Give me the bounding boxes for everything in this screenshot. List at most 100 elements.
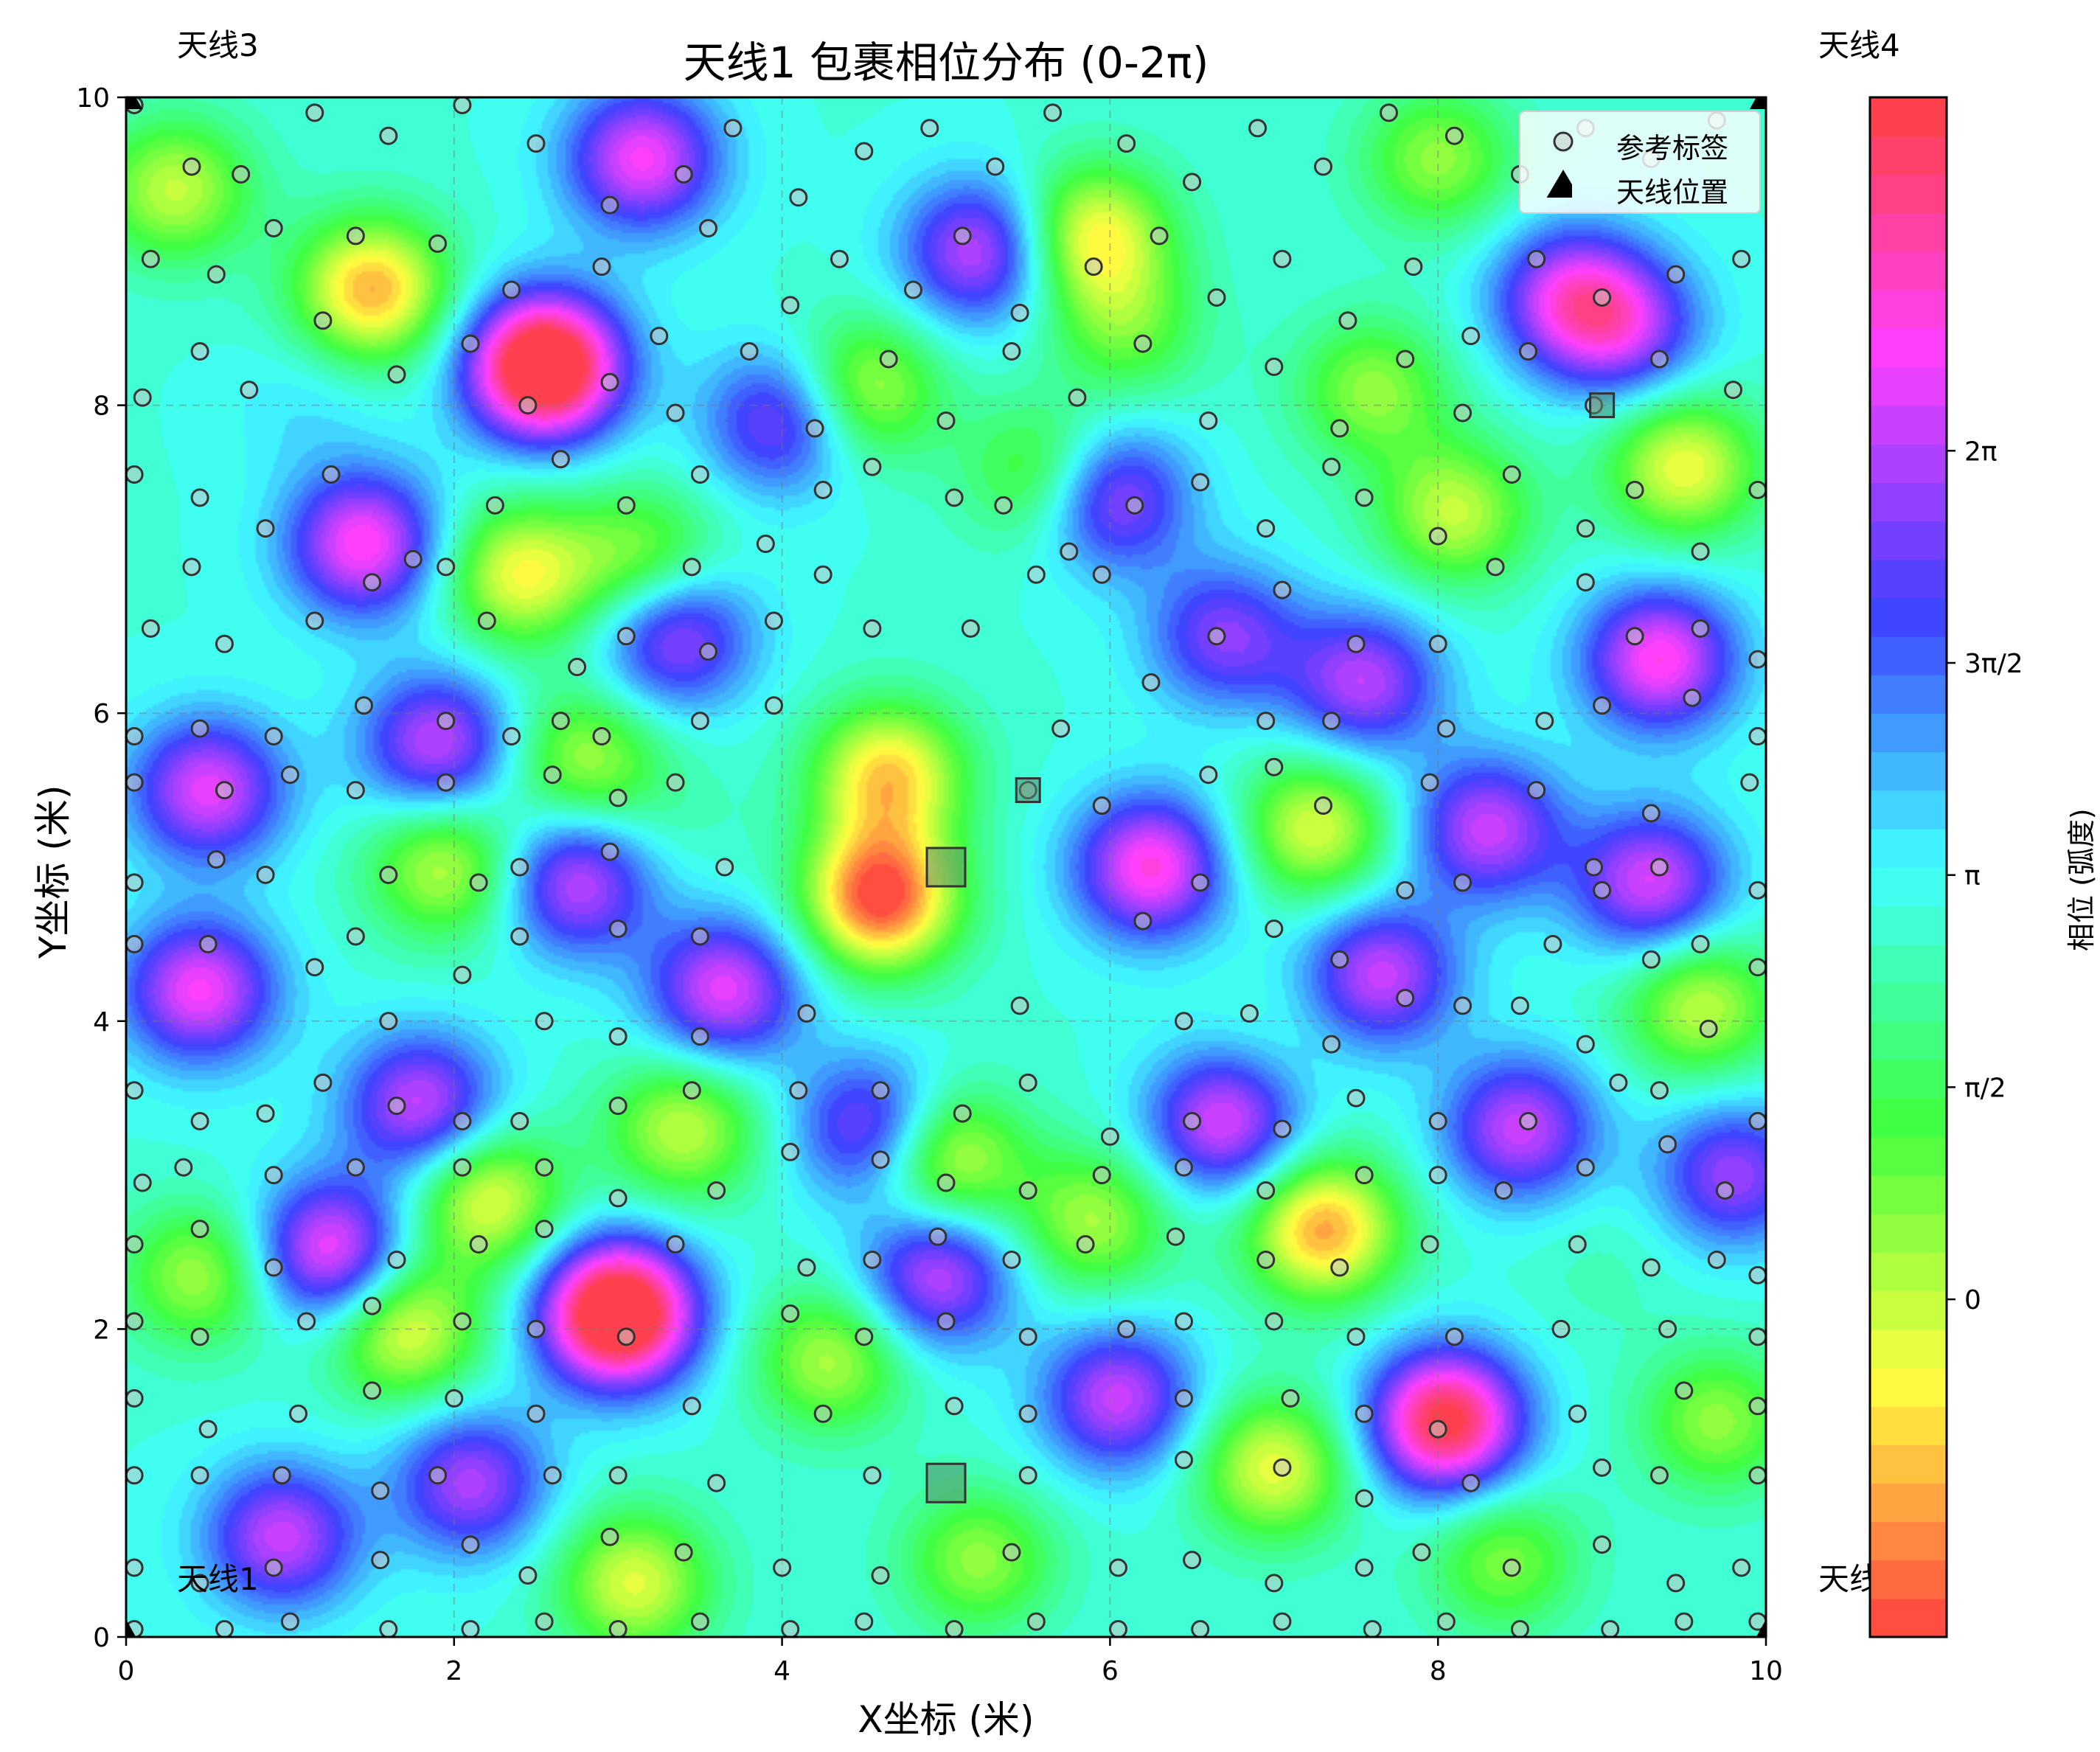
y-tick-label: 2 bbox=[93, 1315, 110, 1345]
reference-tag-point bbox=[363, 1381, 382, 1400]
reference-tag-point bbox=[1018, 1073, 1037, 1092]
reference-tag-point bbox=[863, 619, 882, 638]
legend-entry-reference-tags: 参考标签 bbox=[1520, 119, 1759, 164]
reference-tag-point bbox=[945, 488, 964, 507]
reference-tag-point bbox=[1691, 934, 1710, 953]
reference-tag-point bbox=[1150, 226, 1169, 246]
reference-tag-point bbox=[206, 850, 226, 869]
reference-tag-point bbox=[379, 865, 398, 884]
legend: 参考标签 天线位置 bbox=[1519, 111, 1761, 214]
reference-tag-point bbox=[445, 1388, 464, 1408]
reference-tag-point bbox=[1396, 988, 1415, 1007]
reference-tag-point bbox=[707, 1473, 726, 1492]
reference-tag-point bbox=[363, 573, 382, 592]
reference-tag-point bbox=[608, 1189, 627, 1208]
x-tick-label: 8 bbox=[1430, 1656, 1447, 1686]
reference-tag-point bbox=[813, 480, 832, 499]
reference-tag-point bbox=[1379, 103, 1398, 122]
reference-tag-point bbox=[1355, 1404, 1374, 1423]
reference-tag-point bbox=[1018, 1466, 1037, 1485]
reference-tag-point bbox=[863, 1250, 882, 1269]
reference-tag-point bbox=[174, 1158, 193, 1177]
colorbar-band bbox=[1870, 97, 1947, 136]
reference-tag-point bbox=[518, 396, 538, 415]
reference-tag-point bbox=[781, 1142, 800, 1161]
reference-tag-point bbox=[1683, 688, 1702, 707]
chart-title: 天线1 包裹相位分布 (0-2π) bbox=[683, 38, 1209, 88]
reference-tag-point bbox=[986, 157, 1005, 176]
reference-tag-point bbox=[1461, 1473, 1481, 1492]
reference-tag-point bbox=[1174, 1158, 1193, 1177]
reference-tag-point bbox=[1527, 249, 1546, 268]
reference-tag-point bbox=[616, 1327, 636, 1346]
reference-tag-point bbox=[1265, 757, 1284, 776]
reference-tag-point bbox=[1256, 1250, 1276, 1269]
reference-tag-point bbox=[1338, 311, 1357, 330]
colorbar-band bbox=[1870, 1175, 1947, 1214]
reference-tag-point bbox=[953, 226, 972, 246]
colorbar-band bbox=[1870, 867, 1947, 906]
reference-tag-point bbox=[1117, 134, 1136, 153]
colorbar-frame bbox=[1868, 96, 1948, 1638]
reference-tag-point bbox=[1453, 403, 1473, 423]
legend-label-antenna-positions: 天线位置 bbox=[1616, 176, 1729, 209]
y-tick-label: 0 bbox=[93, 1623, 110, 1653]
reference-tag-point bbox=[666, 1235, 685, 1254]
reference-tag-point bbox=[363, 1296, 382, 1315]
reference-tag-point bbox=[1576, 573, 1595, 592]
reference-tag-point bbox=[321, 465, 341, 484]
reference-tag-point bbox=[297, 1312, 316, 1331]
reference-tag-point bbox=[1428, 1166, 1447, 1185]
reference-tag-point bbox=[1141, 672, 1161, 692]
colorbar-band bbox=[1870, 443, 1947, 483]
reference-tag-point bbox=[437, 773, 456, 792]
reference-tag-point bbox=[682, 557, 701, 577]
reference-tag-point bbox=[1732, 249, 1751, 268]
reference-tag-point bbox=[781, 1304, 800, 1324]
reference-tag-point bbox=[371, 1481, 390, 1501]
reference-tag-point bbox=[510, 858, 529, 877]
colorbar-band bbox=[1870, 1098, 1947, 1138]
reference-tag-point bbox=[1486, 557, 1505, 577]
reference-tag-point bbox=[936, 1312, 956, 1331]
reference-tag-point bbox=[682, 1397, 701, 1416]
colorbar-band bbox=[1870, 1445, 1947, 1484]
reference-tag-point bbox=[707, 1181, 726, 1200]
colorbar-band bbox=[1870, 828, 1947, 868]
reference-tag-point bbox=[936, 1173, 956, 1192]
reference-tag-point bbox=[1732, 1558, 1751, 1577]
reference-tag-point bbox=[1207, 288, 1226, 307]
x-tick-label: 6 bbox=[1102, 1656, 1119, 1686]
square-marker bbox=[1589, 392, 1616, 419]
reference-tag-point bbox=[190, 1327, 209, 1346]
reference-tag-point bbox=[240, 380, 259, 400]
reference-tag-point bbox=[830, 249, 849, 268]
reference-tag-point bbox=[1133, 334, 1152, 353]
reference-tag-point bbox=[190, 1220, 209, 1239]
reference-tag-point bbox=[535, 1158, 554, 1177]
reference-tag-point bbox=[198, 934, 218, 953]
reference-tag-point bbox=[190, 1466, 209, 1485]
reference-tag-point bbox=[1691, 619, 1710, 638]
reference-tag-point bbox=[1658, 1135, 1677, 1154]
colorbar-band bbox=[1870, 1560, 1947, 1599]
reference-tag-point bbox=[232, 164, 251, 184]
reference-tag-point bbox=[1265, 920, 1284, 939]
reference-tag-point bbox=[1183, 1112, 1202, 1131]
x-tick-label: 4 bbox=[773, 1656, 790, 1686]
reference-tag-point bbox=[1330, 950, 1349, 969]
x-tick-label: 2 bbox=[445, 1656, 462, 1686]
reference-tag-point bbox=[1428, 526, 1447, 546]
reference-tag-point bbox=[1265, 1312, 1284, 1331]
reference-tag-point bbox=[1355, 1166, 1374, 1185]
colorbar-band bbox=[1870, 1329, 1947, 1369]
colorbar-band bbox=[1870, 174, 1947, 214]
x-tick-label: 0 bbox=[118, 1656, 135, 1686]
colorbar-tick-label: π bbox=[1964, 861, 1981, 891]
reference-tag-point bbox=[616, 627, 636, 646]
grid-lines bbox=[126, 97, 1766, 1637]
colorbar-band bbox=[1870, 328, 1947, 368]
reference-tag-point bbox=[1199, 765, 1218, 785]
reference-tag-point bbox=[1018, 1181, 1037, 1200]
reference-tag-point bbox=[1100, 1127, 1119, 1146]
